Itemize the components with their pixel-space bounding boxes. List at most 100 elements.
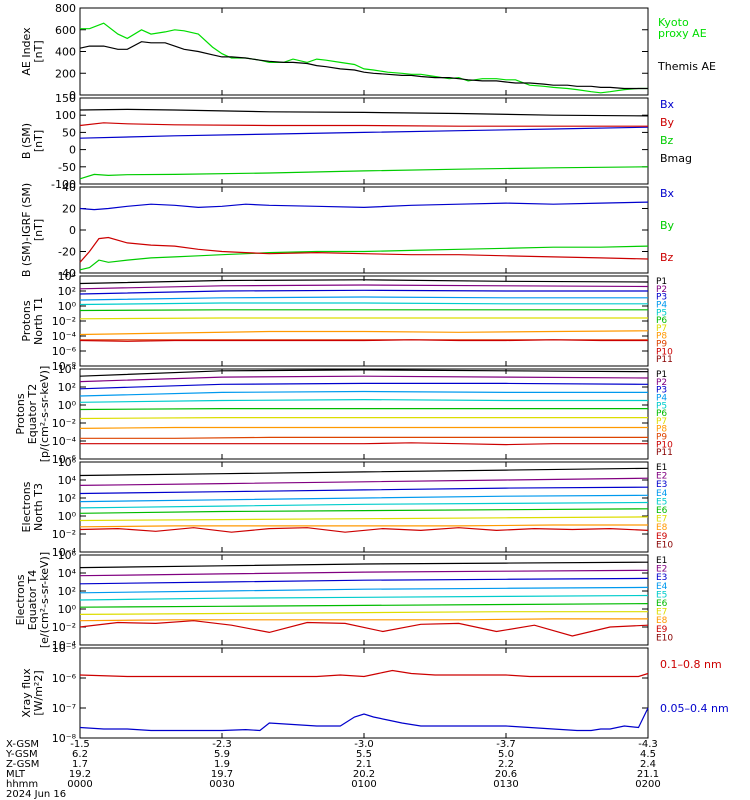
y-axis-label: Electrons <box>20 481 33 532</box>
legend-entry: P8 <box>656 425 667 435</box>
x-axis-value: -4.3 <box>638 739 658 750</box>
y-axis-label: [nT] <box>32 219 45 241</box>
series-line-P2 <box>79 375 649 383</box>
x-axis-value: 6.2 <box>72 749 88 760</box>
y-tick-label: 10⁰ <box>58 300 77 313</box>
y-tick-label: 0 <box>69 89 76 102</box>
legend-entry: P2 <box>656 285 667 295</box>
y-tick-label: 10⁰ <box>58 603 77 616</box>
y-tick-label: 150 <box>55 92 76 105</box>
legend-entry: Bmag <box>660 152 692 165</box>
series-line-E5 <box>79 594 649 601</box>
legend-entry: P3 <box>656 293 667 303</box>
series-line-0.1–0.8 nm <box>79 669 649 678</box>
series-line-E1 <box>79 561 649 569</box>
panel-bdiff: -40 -20 0 20 40 B (SM)-IGRF (SM) [nT] Bx By Bz <box>20 181 675 280</box>
series-line-By <box>79 245 649 271</box>
legend-entry: proxy AE <box>658 27 707 40</box>
panel-frame <box>79 647 649 739</box>
legend-entry: E10 <box>656 633 673 643</box>
series-line-P8 <box>79 426 648 429</box>
series-line-E5 <box>79 501 649 509</box>
legend-entry: P5 <box>656 308 667 318</box>
series-line-P3 <box>79 289 648 295</box>
panel-e_equator: 10⁶ 10⁴ 10² 10⁰ 10⁻² 10⁻⁴ Electrons Equator T4[… <box>14 549 673 652</box>
x-axis-value: 2.1 <box>356 759 372 770</box>
y-axis-label: Protons <box>20 300 33 341</box>
y-axis-label: North T3 <box>32 483 45 531</box>
x-axis-value: 0100 <box>351 779 376 790</box>
y-tick-label: 10⁻⁵ <box>52 642 76 655</box>
y-axis-label: [W/m²2] <box>32 670 45 715</box>
series-line-E4 <box>79 494 649 503</box>
legend-entry: 0.1–0.8 nm <box>660 658 722 671</box>
y-axis-label: [nT] <box>32 130 45 152</box>
y-tick-label: 10⁻⁸ <box>52 732 77 745</box>
series-line-P7 <box>79 317 648 320</box>
legend-entry: E7 <box>656 608 667 618</box>
y-tick-label: 40 <box>62 181 76 194</box>
legend-entry: E5 <box>656 497 667 507</box>
y-tick-label: 10⁻⁸ <box>52 360 77 373</box>
series-line-E7 <box>79 516 649 522</box>
legend-entry: E3 <box>656 573 667 583</box>
panel-p_north: 10⁴ 10² 10⁰ 10⁻² 10⁻⁴ 10⁻⁶ 10⁻⁸ Protons North T1… <box>20 270 673 373</box>
legend-entry: 0.05–0.4 nm <box>660 702 729 715</box>
series-line-P10 <box>79 339 648 342</box>
x-axis-value: 5.5 <box>356 749 372 760</box>
y-axis-label: AE Index <box>20 27 33 76</box>
series-line-0.05–0.4 nm <box>79 707 649 732</box>
y-tick-label: 10⁻⁶ <box>52 345 77 358</box>
series-line-E2 <box>79 477 649 486</box>
legend-entry: P3 <box>656 386 667 396</box>
legend-entry: Bx <box>660 187 675 200</box>
legend-entry: P4 <box>656 393 667 403</box>
x-axis-value: 0130 <box>493 779 518 790</box>
series-line-E2 <box>79 569 649 577</box>
panel-xray: 10⁻⁵ 10⁻⁶ 10⁻⁷ 10⁻⁸ Xray flux [W/m²2] 0.1–0.8 … <box>20 642 729 745</box>
x-axis-annotation: X-GSM -1.5 -2.3 -3.0 -3.7 -4.3 Y-GSM 6.2 5.9 5.5 5… <box>5 739 661 800</box>
series-line-P6 <box>79 309 648 312</box>
legend-entry: By <box>660 116 675 129</box>
series-line-E1 <box>79 467 649 477</box>
legend-entry: Kyoto <box>658 16 689 29</box>
y-axis-label: [p/(cm²-s-sr-keV)] <box>38 366 51 463</box>
y-tick-label: 10⁶ <box>58 549 77 562</box>
x-axis-row-label: Z-GSM <box>6 759 39 770</box>
y-tick-label: 10⁻² <box>52 621 76 634</box>
y-tick-label: 10⁴ <box>58 567 77 580</box>
legend-entry: P6 <box>656 316 667 326</box>
y-axis-label: B (SM)-IGRF (SM) <box>20 183 33 277</box>
legend-entry: E8 <box>656 616 668 626</box>
legend-entry: E6 <box>656 599 668 609</box>
legend-entry: P7 <box>656 324 667 334</box>
x-axis-value: 5.0 <box>498 749 514 760</box>
x-axis-value: 1.7 <box>72 759 88 770</box>
y-tick-label: 10⁴ <box>58 270 77 283</box>
y-axis-label: [nT] <box>32 40 45 62</box>
x-axis-row-label: hhmm <box>6 779 38 790</box>
series-line-E7 <box>79 611 648 616</box>
series-line-P8 <box>79 330 649 336</box>
legend-entry: P5 <box>656 401 667 411</box>
legend-entry: P2 <box>656 378 667 388</box>
legend-entry: E4 <box>656 582 668 592</box>
y-axis-label: [e/(cm²-s-sr-keV)] <box>38 552 51 648</box>
y-tick-label: -40 <box>58 267 76 280</box>
y-axis-label: Xray flux <box>20 668 33 718</box>
y-axis-label: Protons <box>14 393 27 434</box>
legend-entry: P10 <box>656 347 673 357</box>
series-line-E8 <box>79 618 648 622</box>
y-tick-label: 10⁴ <box>58 474 77 487</box>
x-axis-row-label: X-GSM <box>6 739 39 750</box>
series-line-By <box>79 122 648 127</box>
y-tick-label: 800 <box>55 2 76 15</box>
y-tick-label: 10⁻⁴ <box>52 546 77 559</box>
series-line-P1 <box>79 279 649 285</box>
series-line-E3 <box>79 577 649 585</box>
x-axis-value: 0000 <box>67 779 92 790</box>
legend-entry: E7 <box>656 515 667 525</box>
y-axis-label: Equator T4 <box>26 570 39 630</box>
legend-entry: E1 <box>656 556 667 566</box>
